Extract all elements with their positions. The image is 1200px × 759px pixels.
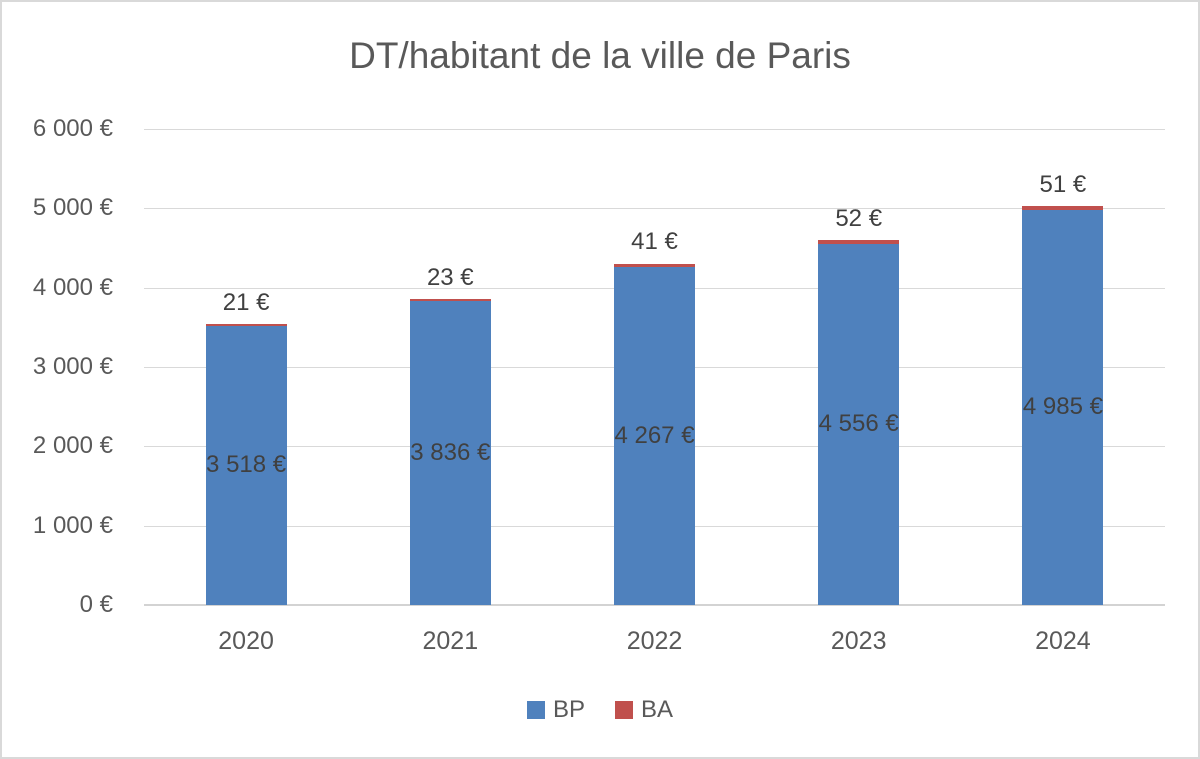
y-axis-tick-label: 6 000 € xyxy=(32,115,113,142)
bar-label-ba-2020: 21 € xyxy=(222,288,270,316)
bar-segment-bp-2022 xyxy=(614,266,695,605)
y-axis-tick-label: 4 000 € xyxy=(32,273,113,301)
bar-group-2023 xyxy=(818,239,900,605)
bar-segment-ba-2020 xyxy=(205,323,287,326)
x-axis-label-2023: 2023 xyxy=(830,627,887,655)
y-axis-tick-label: 3 000 € xyxy=(32,353,113,380)
legend-item-ba: BA xyxy=(615,696,673,724)
x-axis-label-2024: 2024 xyxy=(1035,627,1091,655)
bar-segment-ba-2023 xyxy=(818,239,900,244)
bar-segment-bp-2020 xyxy=(205,325,287,605)
bar-segment-ba-2024 xyxy=(1022,205,1104,210)
bar-label-ba-2021: 23 € xyxy=(426,263,474,291)
bar-label-bp-2020: 3 518 € xyxy=(206,451,287,479)
bar-segment-bp-2024 xyxy=(1022,209,1104,605)
bar-label-ba-2023: 52 € xyxy=(835,204,883,232)
y-axis-tick-label: 1 000 € xyxy=(32,511,113,539)
bar-label-bp-2021: 3 836 € xyxy=(410,438,491,466)
bar-label-ba-2022: 41 € xyxy=(631,228,678,256)
legend-label-bp: BP xyxy=(552,696,585,723)
plot-area xyxy=(144,129,1165,606)
bp-swatch-icon xyxy=(526,701,545,719)
bar-label-bp-2022: 4 267 € xyxy=(614,421,695,449)
bar-group-2020 xyxy=(205,323,287,605)
legend-item-bp: BP xyxy=(526,696,585,724)
bar-segment-bp-2021 xyxy=(409,300,491,605)
bar-segment-ba-2022 xyxy=(614,263,695,267)
bar-segment-ba-2021 xyxy=(409,298,491,301)
bar-label-bp-2024: 4 985 € xyxy=(1022,393,1103,421)
gridline xyxy=(144,208,1165,210)
y-axis-tick-label: 0 € xyxy=(79,591,113,618)
y-axis-tick-label: 2 000 € xyxy=(32,432,113,460)
chart-title: DT/habitant de la ville de Paris xyxy=(349,35,851,76)
x-axis-label-2021: 2021 xyxy=(422,627,479,655)
gridline xyxy=(144,129,1165,130)
x-axis-label-2022: 2022 xyxy=(626,627,683,655)
legend: BP BA xyxy=(2,696,1198,724)
y-axis-tick-label: 5 000 € xyxy=(32,194,113,222)
bar-group-2021 xyxy=(409,298,491,605)
bar-segment-bp-2023 xyxy=(818,243,900,605)
legend-label-ba: BA xyxy=(641,696,674,723)
bar-label-bp-2023: 4 556 € xyxy=(818,410,899,438)
bar-group-2024 xyxy=(1022,205,1104,605)
bar-group-2022 xyxy=(614,263,695,605)
bar-label-ba-2024: 51 € xyxy=(1039,170,1087,198)
x-axis-label-2020: 2020 xyxy=(218,627,274,655)
x-axis-line xyxy=(144,604,1165,606)
ba-swatch-icon xyxy=(615,701,633,719)
